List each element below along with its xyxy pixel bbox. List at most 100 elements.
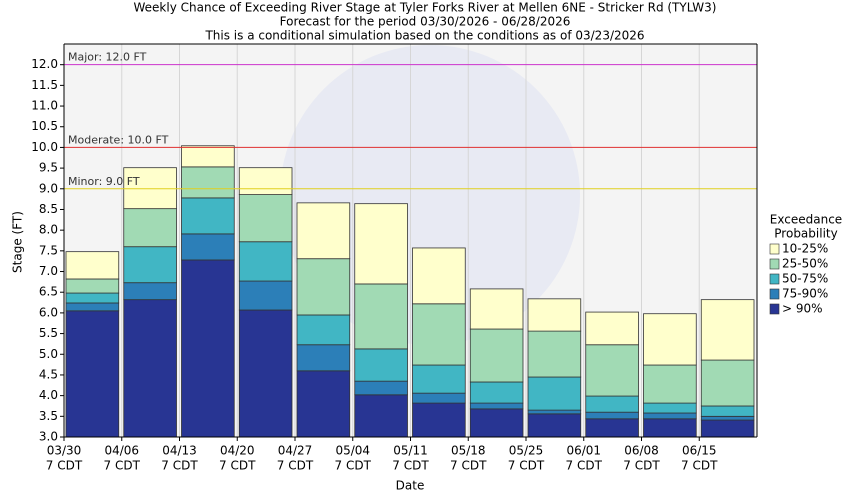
x-tick-label: 04/13 <box>162 444 197 458</box>
bar-segment <box>469 381 524 404</box>
legend-swatch <box>769 303 780 315</box>
y-tick-label: 5.5 <box>39 326 58 340</box>
bar-segment <box>181 166 235 199</box>
bar-segment <box>123 246 177 284</box>
bar-segment <box>354 394 408 438</box>
bar-segment <box>238 309 293 438</box>
bar-segment <box>181 233 235 261</box>
bar-segment <box>354 380 408 396</box>
legend-swatch <box>769 243 780 255</box>
x-tick-label: 04/27 <box>278 444 313 458</box>
chart-title: Weekly Chance of Exceeding River Stage a… <box>134 1 717 15</box>
legend-label: > 90% <box>782 302 823 316</box>
legend-label: 10-25% <box>782 242 828 256</box>
bar-segment <box>585 411 639 420</box>
bar-segment <box>296 344 351 372</box>
y-tick-label: 5.0 <box>39 347 58 361</box>
x-tick-sublabel: 7 CDT <box>161 459 198 473</box>
y-tick-label: 7.5 <box>39 243 58 257</box>
bar-segment <box>585 395 639 413</box>
bar-segment <box>123 208 177 248</box>
bar-segment <box>296 258 351 316</box>
bar-segment <box>527 413 582 438</box>
x-tick-sublabel: 7 CDT <box>623 459 660 473</box>
bar-segment <box>296 202 351 260</box>
y-tick-label: 7.0 <box>39 264 58 278</box>
bar-segment <box>527 409 582 415</box>
bar-segment <box>123 282 177 301</box>
x-tick-label: 04/20 <box>220 444 255 458</box>
bar-segment <box>65 310 120 438</box>
bar-segment <box>238 241 293 282</box>
y-tick-label: 10.5 <box>31 119 58 133</box>
bar-segment <box>412 402 466 438</box>
bar-segment <box>643 418 697 438</box>
bar-segment <box>238 167 293 195</box>
x-tick-label: 06/08 <box>624 444 659 458</box>
bar-segment <box>65 292 120 304</box>
y-axis-label: Stage (FT) <box>11 211 25 273</box>
bar-segment <box>123 167 177 210</box>
bar-segment <box>65 302 120 312</box>
bar-segment <box>65 278 120 294</box>
bar-segment <box>181 145 235 168</box>
x-tick-label: 06/01 <box>566 444 601 458</box>
threshold-label: Major: 12.0 FT <box>68 51 147 64</box>
x-tick-sublabel: 7 CDT <box>392 459 429 473</box>
x-tick-sublabel: 7 CDT <box>219 459 256 473</box>
bar-segment <box>296 314 351 346</box>
bar-segment <box>412 392 466 404</box>
x-tick-label: 03/30 <box>47 444 82 458</box>
bar-segment <box>643 313 697 366</box>
x-tick-sublabel: 7 CDT <box>277 459 314 473</box>
y-tick-label: 4.5 <box>39 367 58 381</box>
x-tick-label: 06/15 <box>682 444 717 458</box>
legend-title: Exceedance <box>770 213 842 227</box>
bar-segment <box>354 203 408 285</box>
x-axis-label: Date <box>396 479 425 493</box>
threshold-label: Minor: 9.0 FT <box>68 175 140 188</box>
chart-subtitle: Forecast for the period 03/30/2026 - 06/… <box>280 15 571 29</box>
bar-segment <box>527 330 582 378</box>
bar-segment <box>412 247 466 305</box>
bar-segment <box>123 299 177 438</box>
bar-segment <box>469 402 524 410</box>
x-tick-label: 04/06 <box>104 444 139 458</box>
y-tick-label: 3.0 <box>39 430 58 444</box>
legend-label: 25-50% <box>782 257 828 271</box>
bar-segment <box>65 251 120 280</box>
threshold-label: Moderate: 10.0 FT <box>68 133 169 146</box>
bar-segment <box>643 364 697 404</box>
bar-segment <box>643 402 697 414</box>
x-tick-sublabel: 7 CDT <box>450 459 487 473</box>
y-tick-label: 3.5 <box>39 409 58 423</box>
bar-segment <box>700 299 755 361</box>
bar-segment <box>527 376 582 411</box>
y-tick-label: 4.0 <box>39 388 58 402</box>
bar-segment <box>469 408 524 438</box>
y-tick-label: 9.5 <box>39 161 58 175</box>
bar-segment <box>238 194 293 243</box>
legend-swatch <box>769 258 780 270</box>
x-tick-label: 05/25 <box>509 444 544 458</box>
bar-segment <box>238 280 293 311</box>
bar-segment <box>700 359 755 407</box>
bar-segment <box>469 288 524 330</box>
legend-label: 50-75% <box>782 272 828 286</box>
x-tick-sublabel: 7 CDT <box>335 459 372 473</box>
bar-segment <box>181 197 235 235</box>
bar-segment <box>700 419 755 438</box>
x-tick-label: 05/18 <box>451 444 486 458</box>
y-tick-label: 9.0 <box>39 181 58 195</box>
y-tick-label: 6.5 <box>39 285 58 299</box>
bar-segment <box>643 412 697 420</box>
bar-segment <box>469 328 524 383</box>
x-tick-sublabel: 7 CDT <box>566 459 603 473</box>
bar-segment <box>296 370 351 438</box>
y-tick-label: 12.0 <box>31 57 58 71</box>
y-tick-label: 11.5 <box>31 78 58 92</box>
legend-label: 75-90% <box>782 287 828 301</box>
legend-swatch <box>769 273 780 285</box>
bar-segment <box>585 311 639 346</box>
